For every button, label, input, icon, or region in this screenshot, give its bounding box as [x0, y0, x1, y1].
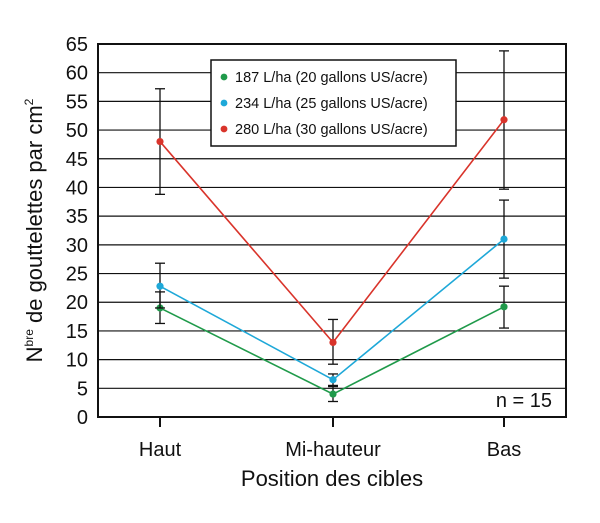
- x-tick-label: Haut: [139, 439, 182, 461]
- gridlines: [98, 72, 566, 389]
- data-point: [329, 390, 337, 398]
- legend-entry: 187 L/ha (20 gallons US/acre): [235, 70, 428, 86]
- y-axis-title-unit-superscript: 2: [22, 98, 36, 105]
- y-axis-ticks: 0 5 10 15 20 25 30 35 40 45 50 55 60 65: [66, 34, 88, 429]
- y-tick-label: 30: [66, 235, 88, 257]
- y-tick-label: 5: [77, 378, 88, 400]
- y-tick-label: 45: [66, 149, 88, 171]
- series-layer: [155, 50, 509, 403]
- y-tick-label: 50: [66, 120, 88, 142]
- y-tick-label: 35: [66, 206, 88, 228]
- y-tick-label: 60: [66, 63, 88, 85]
- y-tick-label: 25: [66, 264, 88, 286]
- y-axis-title: Nbre de gouttelettes par cm2: [22, 98, 47, 362]
- y-axis-title-rest: de gouttelettes par cm: [22, 105, 47, 329]
- legend: 187 L/ha (20 gallons US/acre) 234 L/ha (2…: [210, 59, 457, 147]
- data-point: [500, 116, 508, 124]
- sample-size-annotation: n = 15: [496, 390, 552, 412]
- legend-box: [210, 59, 457, 147]
- y-axis-title-main: N: [22, 346, 47, 362]
- series-3: [155, 50, 509, 365]
- y-axis-title-superscript: bre: [22, 329, 36, 347]
- series-line: [159, 119, 505, 344]
- legend-marker: [220, 99, 228, 107]
- y-tick-label: 15: [66, 321, 88, 343]
- x-tick-label: Mi-hauteur: [285, 439, 381, 461]
- y-tick-label: 65: [66, 34, 88, 56]
- y-tick-label: 10: [66, 350, 88, 372]
- series-line: [159, 238, 505, 381]
- series-2: [155, 199, 509, 388]
- data-point: [156, 282, 164, 290]
- y-tick-label: 0: [77, 407, 88, 429]
- y-tick-label: 55: [66, 91, 88, 113]
- y-tick-label: 40: [66, 177, 88, 199]
- data-point: [500, 303, 508, 311]
- data-point: [500, 235, 508, 243]
- legend-marker: [220, 73, 228, 81]
- data-point: [329, 338, 337, 346]
- data-point: [156, 137, 164, 146]
- legend-entry: 280 L/ha (30 gallons US/acre): [235, 122, 428, 138]
- data-point: [329, 376, 337, 384]
- y-tick-label: 20: [66, 292, 88, 314]
- x-tick-label: Bas: [487, 439, 521, 461]
- legend-entry: 234 L/ha (25 gallons US/acre): [235, 96, 428, 112]
- x-axis-ticks: Haut Mi-hauteur Bas: [139, 417, 521, 461]
- x-axis-title: Position des cibles: [241, 466, 423, 491]
- legend-marker: [220, 125, 228, 133]
